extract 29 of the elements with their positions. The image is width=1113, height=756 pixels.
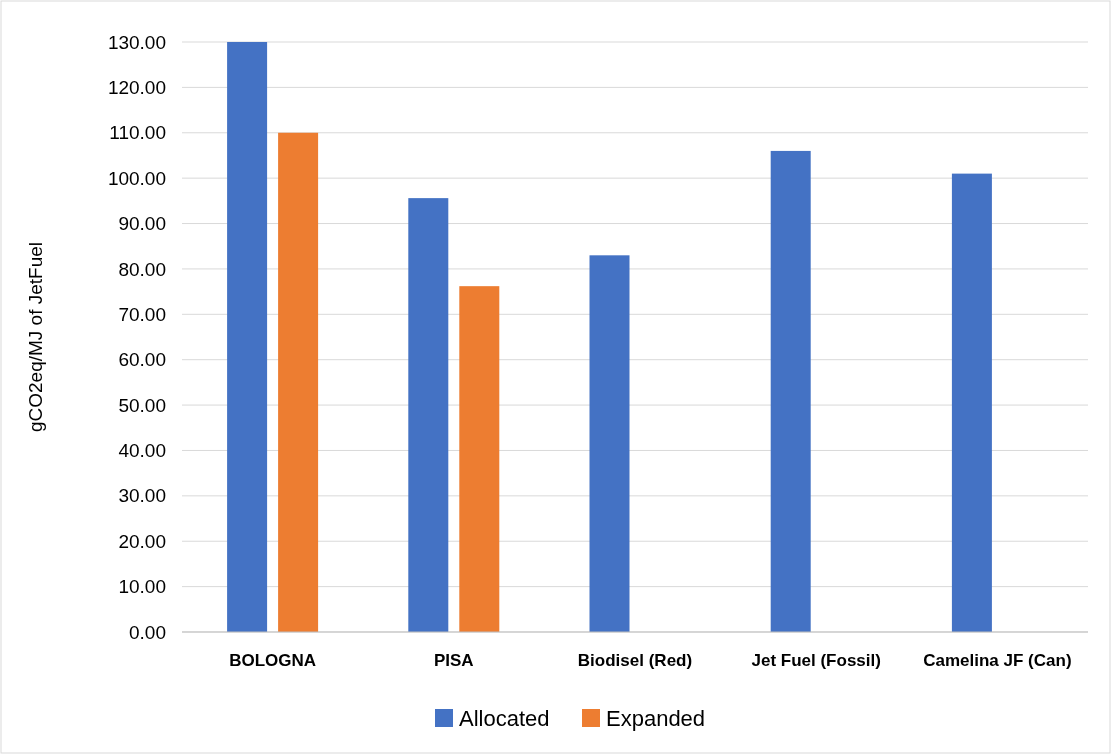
- x-tick-label: Camelina JF (Can): [923, 651, 1072, 670]
- bar: [459, 286, 500, 632]
- bar: [408, 198, 449, 632]
- y-tick-label: 30.00: [118, 485, 166, 507]
- y-tick-label: 0.00: [129, 621, 166, 643]
- y-tick-label: 120.00: [107, 77, 166, 99]
- y-tick-label: 40.00: [118, 440, 166, 462]
- bar: [227, 42, 268, 632]
- x-tick-label: PISA: [433, 651, 474, 670]
- y-tick-label: 50.00: [118, 394, 166, 416]
- x-tick-label: Biodisel (Red): [577, 651, 693, 670]
- y-tick-label: 100.00: [107, 167, 166, 189]
- y-tick-label: 90.00: [118, 213, 166, 235]
- y-axis-title: gCO2eq/MJ of JetFuel: [25, 241, 46, 433]
- legend-label: Allocated: [459, 705, 550, 731]
- bar: [951, 173, 992, 632]
- y-tick-label: 60.00: [118, 349, 166, 371]
- y-tick-label: 10.00: [118, 576, 166, 598]
- bar: [278, 132, 319, 632]
- y-tick-label: 20.00: [118, 530, 166, 552]
- y-tick-label: 130.00: [107, 31, 166, 53]
- y-tick-label: 70.00: [118, 303, 166, 325]
- x-tick-label: Jet Fuel (Fossil): [751, 651, 881, 670]
- bar: [589, 255, 630, 632]
- legend-label: Expanded: [606, 705, 706, 731]
- x-tick-label: BOLOGNA: [229, 651, 317, 670]
- y-tick-label: 110.00: [109, 122, 166, 144]
- bar: [770, 150, 811, 632]
- y-tick-label: 80.00: [118, 258, 166, 280]
